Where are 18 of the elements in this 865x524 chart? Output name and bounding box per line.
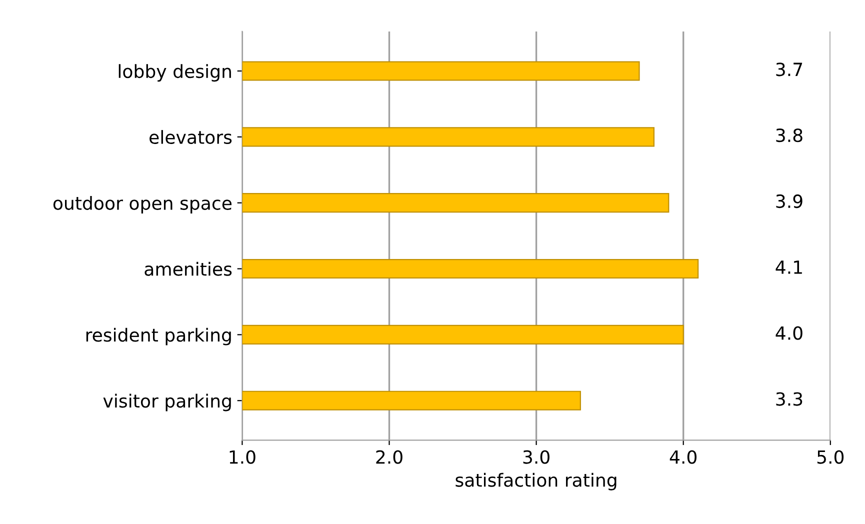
annotation: 4.1 <box>776 260 802 274</box>
y-tick-label: amenities <box>144 262 232 276</box>
annotation: 3.8 <box>776 128 802 142</box>
annotation: 4.0 <box>776 326 802 340</box>
x-tick-label: 5.0 <box>817 450 844 464</box>
x-tick-label: 1.0 <box>230 450 256 464</box>
x-tick-label: 2.0 <box>376 450 402 464</box>
annotation: 3.9 <box>776 194 802 208</box>
x-axis-title: satisfaction rating <box>456 472 616 490</box>
x-tick-label: 3.0 <box>523 450 550 464</box>
annotation: 3.3 <box>776 392 802 406</box>
annotation: 3.7 <box>776 62 802 76</box>
y-tick-label: lobby design <box>118 64 231 82</box>
y-tick-label: outdoor open space <box>53 196 232 214</box>
y-tick-label: resident parking <box>86 328 231 346</box>
y-tick-label: elevators <box>150 130 232 144</box>
x-tick-label: 4.0 <box>670 450 697 464</box>
y-tick-label: visitor parking <box>103 394 231 412</box>
